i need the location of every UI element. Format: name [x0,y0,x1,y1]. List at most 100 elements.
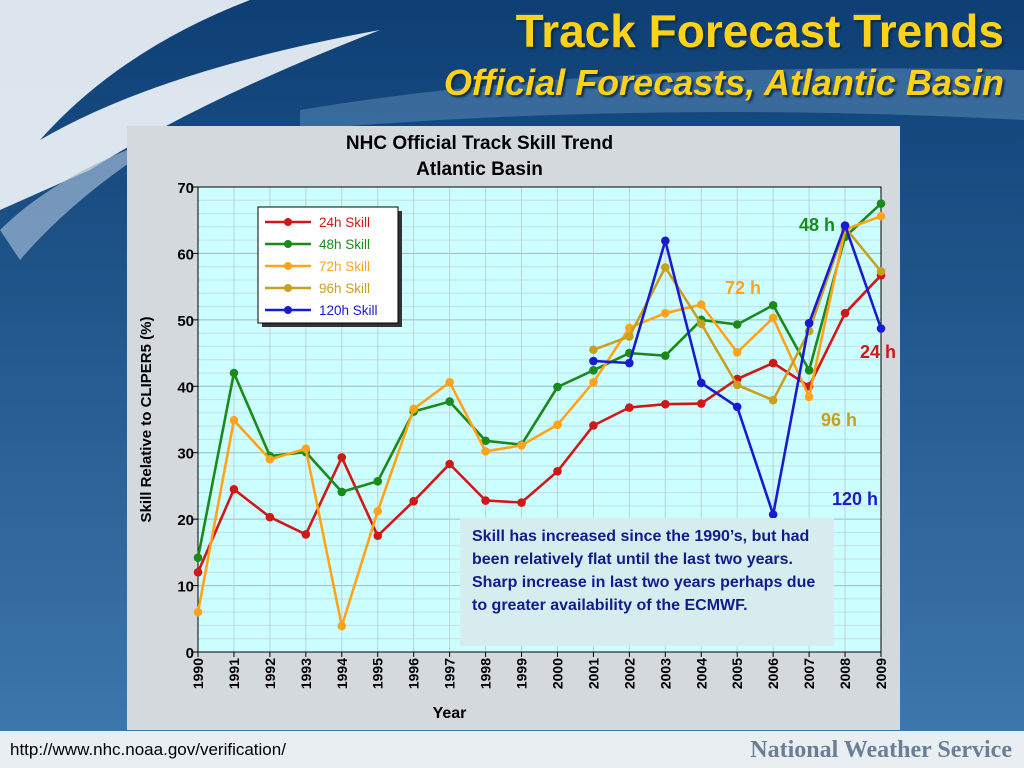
data-point [661,308,670,318]
data-point [696,319,706,329]
footer-url[interactable]: http://www.nhc.noaa.gov/verification/ [10,740,286,759]
data-point [696,378,706,388]
x-tick-label: 2004 [693,658,709,689]
data-point [661,399,670,409]
data-point [876,211,886,221]
footer-brand: National Weather Service [750,737,1012,763]
data-point [193,567,203,577]
plot-border [197,186,882,653]
data-point [373,531,383,541]
legend-swatch-marker [284,218,292,226]
annotation-note: Skill has increased since the 1990’s, bu… [460,518,834,646]
y-tick-label: 20 [177,512,194,529]
legend-entry: 120h Skill [319,303,378,318]
series-line [196,214,882,628]
legend-swatch-marker [284,262,292,270]
slide-subtitle: Official Forecasts, Atlantic Basin [443,62,1004,103]
data-point [337,453,347,462]
data-point [732,380,742,390]
data-point [768,313,778,323]
chart-subtitle: Atlantic Basin [416,159,543,180]
data-point [589,378,598,387]
data-point [445,378,454,387]
data-point [768,510,778,519]
x-tick-label: 1992 [262,658,278,689]
data-point [409,404,418,414]
data-point [732,348,742,357]
data-point [876,199,886,208]
data-point [732,402,742,412]
data-point [553,382,562,392]
data-point [553,420,562,430]
x-tick-label: 2006 [765,658,781,689]
data-point [193,607,203,617]
data-point [804,318,814,328]
series-label: 120 h [832,489,878,509]
legend-entry: 48h Skill [319,237,370,252]
x-tick-label: 2009 [873,658,889,689]
x-tick-label: 1994 [334,658,350,689]
legend: 24h Skill 48h Skill 72h Skill 96h Skill 120h… [257,206,402,327]
data-point [661,351,670,361]
data-point [517,441,526,450]
series-120h-skill: 120 h [589,221,886,519]
data-point [337,621,347,631]
x-tick-label: 1997 [442,658,458,689]
x-tick-label: 1991 [226,658,242,689]
data-point [481,447,490,456]
data-point [553,467,562,476]
x-tick-label: 2001 [585,658,601,689]
data-point [265,455,275,464]
series-label: 48 h [799,215,835,235]
x-tick-label: 1998 [478,658,494,689]
data-point [337,487,347,497]
data-point [589,366,598,375]
x-tick-label: 2002 [621,658,637,689]
y-tick-label: 60 [177,246,194,263]
data-point [768,395,778,405]
legend-entry: 24h Skill [319,215,370,230]
data-point [229,415,239,425]
chart-title: NHC Official Track Skill Trend [346,133,613,154]
swoosh-shape [0,0,380,210]
x-tick-label: 2003 [657,658,673,689]
data-point [696,399,706,408]
series-label: 24 h [860,342,896,362]
data-point [696,300,706,309]
y-tick-label: 30 [177,446,194,463]
x-tick-label: 2007 [801,658,817,689]
y-tick-label: 40 [177,379,194,396]
x-tick-label: 2008 [837,658,853,689]
legend-swatch-marker [284,284,292,292]
data-point [661,236,670,246]
data-point [481,496,490,505]
data-point [876,267,886,276]
legend-entry: 72h Skill [319,259,370,274]
x-tick-label: 1995 [370,658,386,689]
legend-swatch-marker [284,240,292,248]
y-tick-label: 0 [186,645,194,662]
data-point [589,421,598,430]
data-point [589,356,598,366]
footer-bar [0,731,1024,768]
data-point [193,553,203,562]
data-point [625,403,634,412]
series-line [196,202,882,558]
data-point [301,444,311,454]
y-tick-label: 10 [177,579,194,596]
data-point [409,496,418,506]
data-point [301,530,311,539]
data-point [229,484,239,494]
data-point [840,308,850,318]
data-point [517,498,526,507]
y-tick-label: 50 [177,313,194,330]
data-point [768,300,778,310]
data-point [265,512,275,522]
legend-swatch-marker [284,306,292,314]
x-tick-label: 1996 [406,658,422,689]
data-point [661,263,670,272]
data-point [373,476,383,486]
data-point [481,436,490,446]
x-tick-label: 1993 [298,658,314,689]
slide-title: Track Forecast Trends [515,5,1004,57]
